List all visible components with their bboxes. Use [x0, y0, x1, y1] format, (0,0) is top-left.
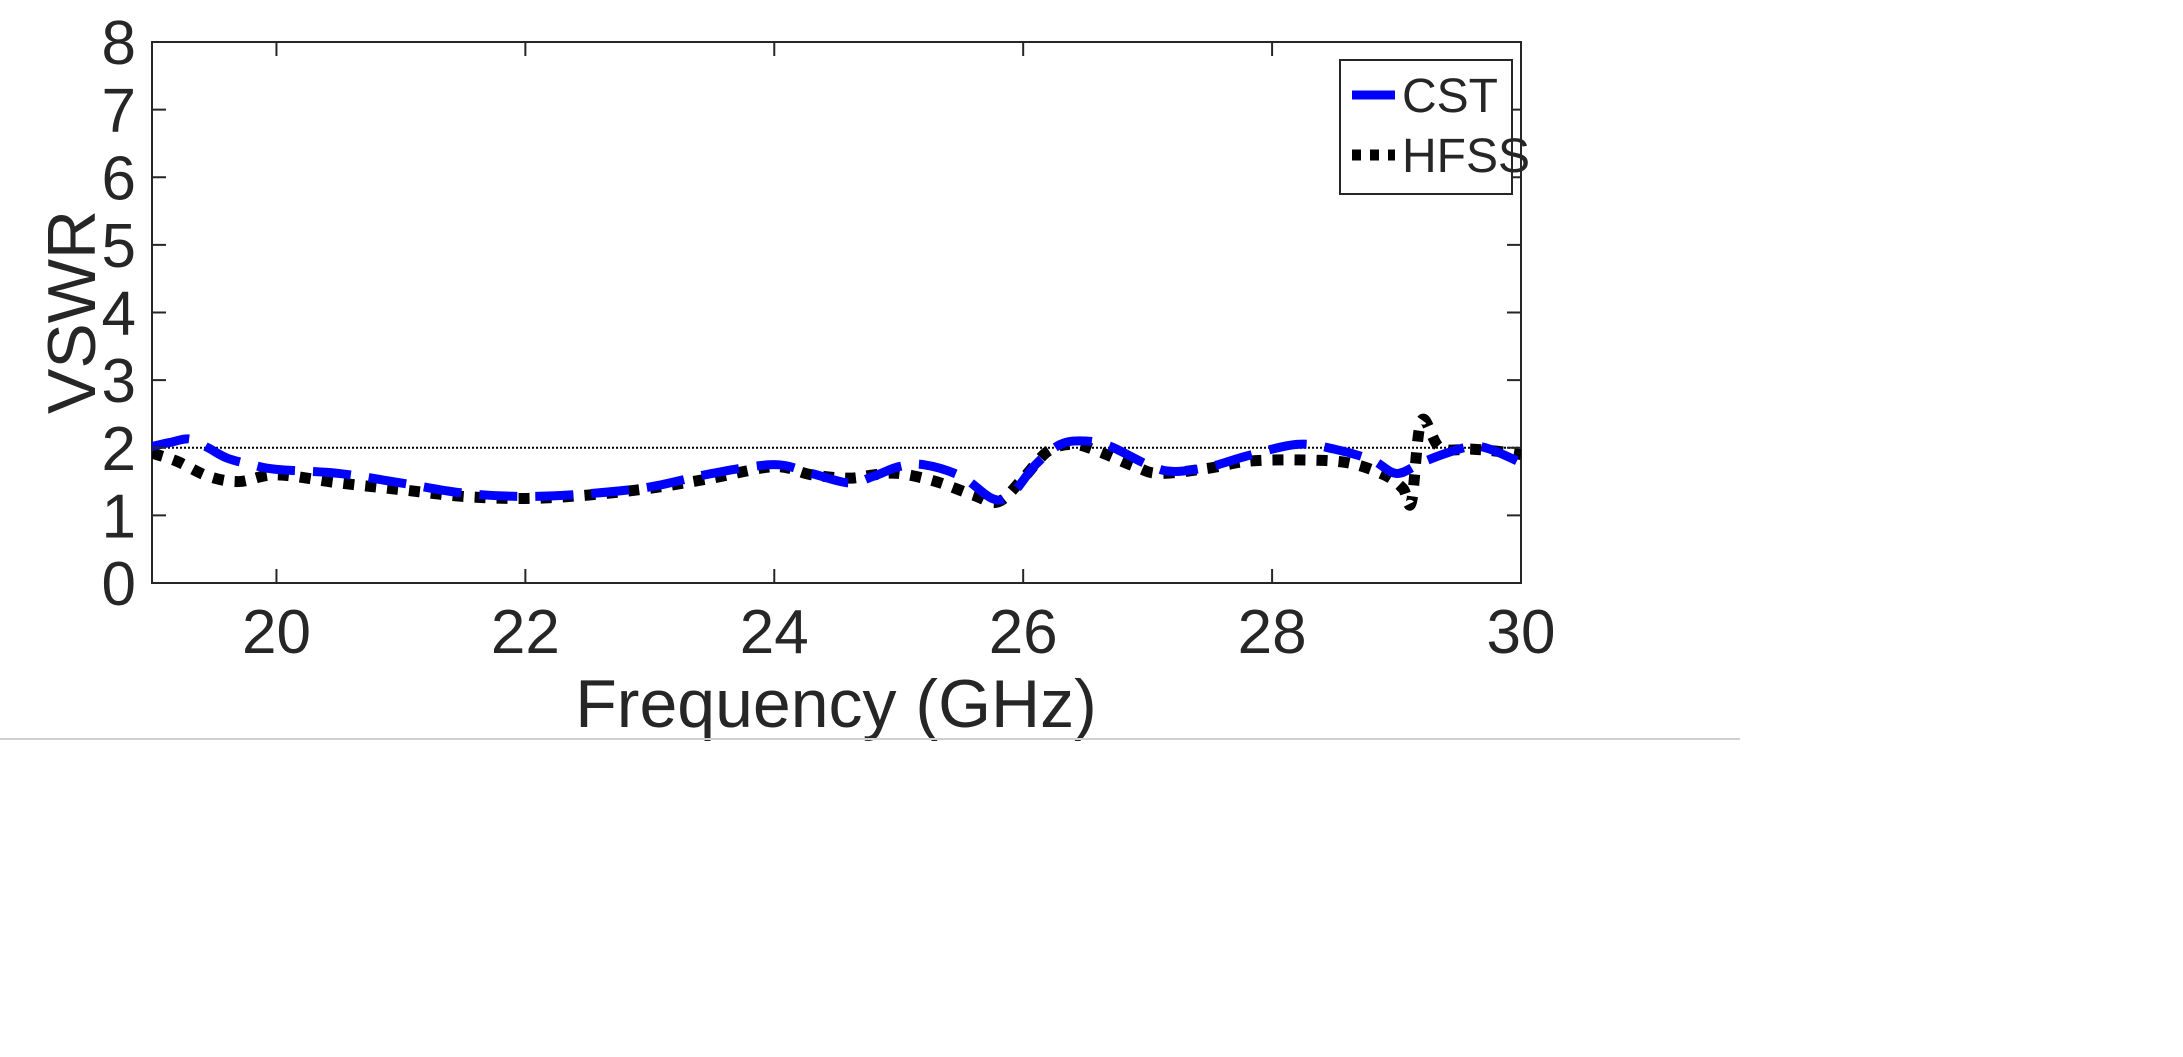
legend-label-hfss: HFSS: [1402, 130, 1530, 183]
y-tick-label: 0: [102, 550, 136, 619]
plot-area: [151, 41, 1522, 584]
y-tick-label: 4: [102, 280, 136, 349]
x-tick-label: 30: [1487, 598, 1556, 667]
series-layer: [152, 413, 1521, 511]
x-tick-label: 22: [491, 598, 560, 667]
y-tick-label: 3: [102, 347, 136, 416]
y-axis-title: VSWR: [34, 210, 110, 414]
y-tick-label: 1: [102, 482, 136, 551]
x-tick-label: 24: [740, 598, 809, 667]
y-tick-label: 6: [102, 144, 136, 213]
x-axis-title: Frequency (GHz): [575, 666, 1096, 742]
series-line-cst: [152, 434, 1521, 505]
legend: CST HFSS: [1339, 59, 1530, 195]
plot-frame: [151, 41, 1522, 584]
y-tick-label: 2: [102, 415, 136, 484]
legend-label-cst: CST: [1402, 70, 1498, 123]
x-tick-label: 28: [1238, 598, 1307, 667]
legend-box: [1339, 59, 1513, 195]
y-tick-label: 5: [102, 212, 136, 281]
series-line-hfss: [152, 413, 1521, 511]
y-tick-label: 7: [102, 77, 136, 146]
y-tick-label: 8: [102, 9, 136, 78]
x-tick-label: 20: [242, 598, 311, 667]
x-tick-label: 26: [989, 598, 1058, 667]
